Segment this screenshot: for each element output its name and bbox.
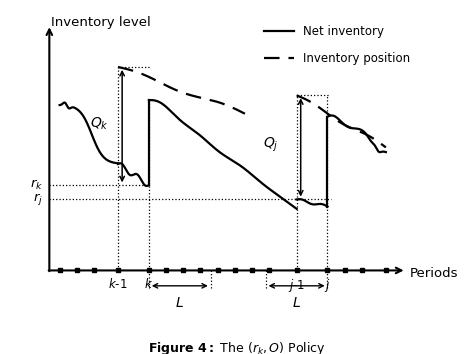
Text: $r_k$: $r_k$ — [30, 178, 43, 192]
Text: $L$: $L$ — [292, 296, 301, 310]
Text: $Q_k$: $Q_k$ — [90, 115, 109, 132]
Text: $L$: $L$ — [175, 296, 184, 310]
Text: $Q_j$: $Q_j$ — [263, 136, 279, 154]
Text: $k$-1: $k$-1 — [109, 277, 128, 291]
Text: $r_j$: $r_j$ — [33, 192, 43, 207]
Text: $j$: $j$ — [324, 277, 331, 294]
Legend: Net inventory, Inventory position: Net inventory, Inventory position — [259, 20, 415, 70]
Text: Inventory level: Inventory level — [51, 16, 151, 29]
Text: $k$: $k$ — [144, 277, 154, 291]
Text: $\bf{Figure\ 4:}$ The $(r_k,O)$ Policy: $\bf{Figure\ 4:}$ The $(r_k,O)$ Policy — [148, 340, 326, 354]
Text: Periods: Periods — [410, 268, 458, 280]
Text: $j$-1: $j$-1 — [288, 277, 305, 294]
